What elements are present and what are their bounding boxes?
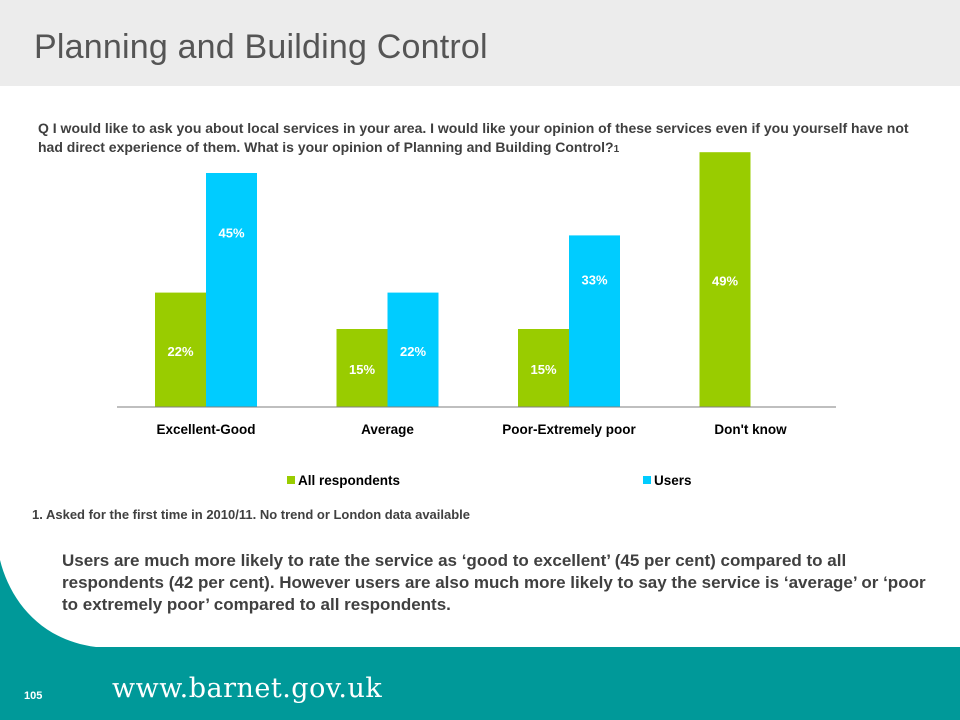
legend-swatch: [287, 476, 295, 484]
bar-all-respondents: [699, 152, 751, 407]
data-label: 22%: [167, 344, 193, 359]
page-title: Planning and Building Control: [34, 28, 488, 66]
footer-curve: [0, 560, 960, 720]
category-label: Excellent-Good: [156, 422, 255, 437]
bar-all-respondents: [155, 292, 206, 407]
data-label: 45%: [218, 226, 244, 241]
data-label: 33%: [581, 272, 607, 287]
question-text: Q I would like to ask you about local se…: [38, 120, 909, 155]
bar-users: [387, 292, 439, 407]
data-label: 15%: [530, 362, 556, 377]
summary-text: Users are much more likely to rate the s…: [62, 551, 926, 614]
legend-swatch: [643, 476, 651, 484]
survey-question: Q I would like to ask you about local se…: [38, 119, 918, 159]
page-number: 105: [24, 690, 43, 702]
data-label: 22%: [400, 344, 426, 359]
data-label: 49%: [712, 274, 738, 289]
data-label: 15%: [349, 362, 375, 377]
legend-label: All respondents: [298, 473, 400, 488]
category-label: Average: [361, 422, 414, 437]
bar-chart: 22% 45% Excellent-Good 15% 22% Average 15% 33% P…: [117, 152, 836, 488]
bar-all-respondents: [336, 329, 388, 407]
legend-label: Users: [654, 473, 692, 488]
footnote: 1. Asked for the first time in 2010/11. …: [32, 507, 471, 522]
site-url: www.barnet.gov.uk: [112, 673, 383, 704]
category-label: Don't know: [714, 422, 787, 437]
title-band: [0, 0, 960, 86]
question-footnote-marker: 1: [613, 144, 620, 155]
bar-all-respondents: [518, 329, 569, 407]
category-label: Poor-Extremely poor: [502, 422, 636, 437]
bar-users: [569, 235, 620, 407]
bar-users: [206, 173, 257, 407]
